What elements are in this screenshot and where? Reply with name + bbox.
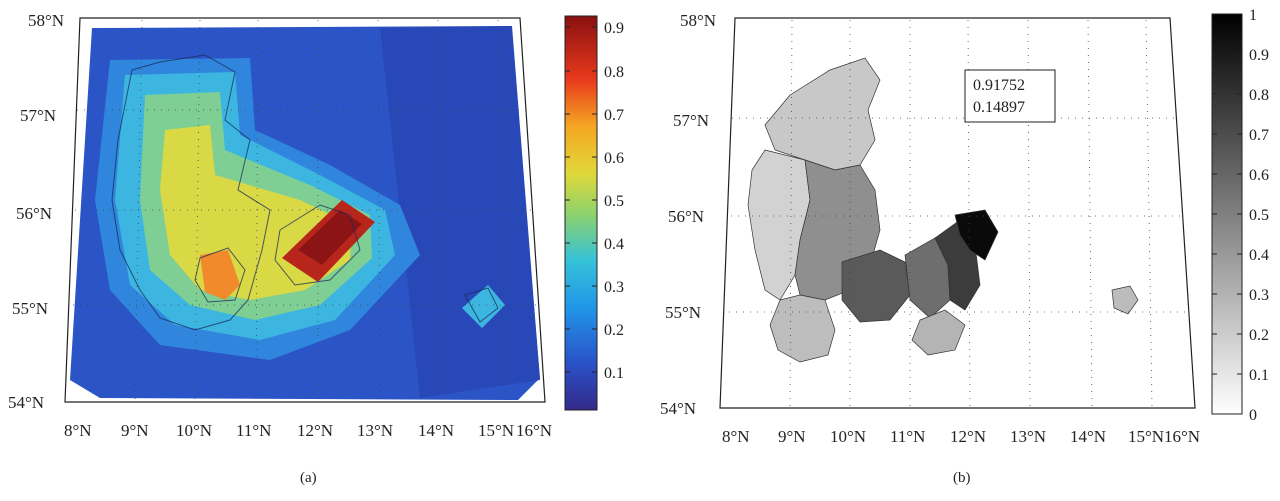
lon-label: 14°N [1070, 427, 1106, 446]
lat-labels-a: 58°N 57°N 56°N 55°N 54°N [8, 11, 64, 412]
colorbar-b-tick-label: 0.7 [1249, 127, 1269, 144]
coastline-a [111, 54, 499, 331]
lon-labels-b: 8°N 9°N 10°N 11°N 12°N 13°N 14°N 15°N 16… [722, 427, 1200, 446]
panel-a: 58°N 57°N 56°N 55°N 54°N 8°N 9°N 10°N 11… [8, 11, 624, 486]
lon-label: 15°N [478, 421, 514, 440]
colorbar-b-tick-label: 0.2 [1249, 327, 1269, 344]
lon-label: 10°N [176, 421, 212, 440]
colorbar-b-tick-label: 0.3 [1249, 287, 1269, 304]
lat-label: 57°N [673, 111, 709, 130]
colorbar-b-tick-label: 0.6 [1249, 167, 1269, 184]
colorbar-a-tick-label: 0.7 [604, 107, 624, 124]
region-funen [841, 249, 911, 323]
colorbar-a-tick-label: 0.5 [604, 193, 624, 210]
lon-label: 12°N [297, 421, 333, 440]
lat-labels-b: 58°N 57°N 56°N 55°N 54°N [660, 11, 716, 418]
lat-label: 54°N [660, 399, 696, 418]
region-copenhagen [954, 209, 999, 261]
colorbar-a-tick-label: 0.4 [604, 236, 624, 253]
colorbar-b-tick-label: 0.4 [1249, 247, 1269, 264]
lon-label: 8°N [64, 421, 92, 440]
lon-label: 15°N [1128, 427, 1164, 446]
map-a [64, 17, 546, 403]
field-hotspot-funen [200, 250, 240, 300]
colorbar-b-tick-label: 0.1 [1249, 367, 1269, 384]
lon-label: 13°N [1010, 427, 1046, 446]
lon-label: 16°N [516, 421, 552, 440]
colorbar-b-ticks [1212, 53, 1242, 375]
map-b: 0.91752 0.14897 [719, 17, 1196, 409]
annotation-frame [964, 69, 1056, 123]
caption-b: (b) [953, 470, 971, 486]
lat-label: 58°N [680, 11, 716, 30]
lon-label: 14°N [418, 421, 454, 440]
lon-label: 10°N [830, 427, 866, 446]
lon-label: 9°N [121, 421, 149, 440]
lat-label: 54°N [8, 393, 44, 412]
colorbar-b-tick-label: 0.9 [1249, 47, 1269, 64]
annotation-box: 0.91752 0.14897 [964, 69, 1056, 123]
annotation-max: 0.91752 [973, 77, 1025, 94]
lon-label: 12°N [950, 427, 986, 446]
lon-label: 8°N [722, 427, 750, 446]
colorbar-a: 0.9 0.8 0.7 0.6 0.5 0.4 0.3 0.2 0.1 [564, 15, 624, 411]
lon-label: 13°N [357, 421, 393, 440]
colorbar-a-tick-label: 0.2 [604, 322, 624, 339]
colorbar-b-tick-label: 0.8 [1249, 87, 1269, 104]
field-hotspot-zealand-core [298, 210, 362, 265]
lat-label: 58°N [28, 11, 64, 30]
colorbar-a-tick-label: 0.8 [604, 64, 624, 81]
lon-label: 11°N [890, 427, 925, 446]
lat-label: 55°N [12, 299, 48, 318]
colorbar-a-tick-label: 0.3 [604, 279, 624, 296]
caption-a: (a) [300, 470, 317, 486]
panel-b: 0.91752 0.14897 58°N 57°N 56°N 55°N 54°N… [660, 7, 1269, 486]
colorbar-b: 1 0.9 0.8 0.7 0.6 0.5 0.4 0.3 0.2 0.1 0 [1211, 7, 1269, 424]
lon-label: 9°N [778, 427, 806, 446]
lon-labels-a: 8°N 9°N 10°N 11°N 12°N 13°N 14°N 15°N 16… [64, 421, 552, 440]
annotation-min: 0.14897 [973, 99, 1025, 116]
graticule-b [722, 19, 1190, 407]
lat-label: 55°N [665, 303, 701, 322]
colorbar-b-tick-label: 0.5 [1249, 207, 1269, 224]
colorbar-b-tick-label: 1 [1249, 7, 1257, 24]
region-zealand-south [911, 309, 966, 356]
lat-label: 56°N [16, 204, 52, 223]
lon-label: 11°N [236, 421, 271, 440]
graticule-a [66, 19, 540, 401]
field-bornholm [462, 285, 505, 328]
lon-label: 16°N [1164, 427, 1200, 446]
colorbar-a-ticks [565, 26, 597, 373]
colorbar-a-tick-label: 0.9 [604, 20, 624, 37]
region-jutland-north [764, 57, 881, 171]
colorbar-a-gradient [564, 15, 598, 411]
region-jutland-south [769, 294, 836, 363]
colorbar-a-tick-label: 0.1 [604, 365, 624, 382]
lat-label: 57°N [20, 106, 56, 125]
colorbar-a-tick-label: 0.6 [604, 150, 624, 167]
colorbar-b-tick-label: 0 [1249, 407, 1257, 424]
lat-label: 56°N [668, 207, 704, 226]
region-bornholm [1111, 285, 1139, 315]
